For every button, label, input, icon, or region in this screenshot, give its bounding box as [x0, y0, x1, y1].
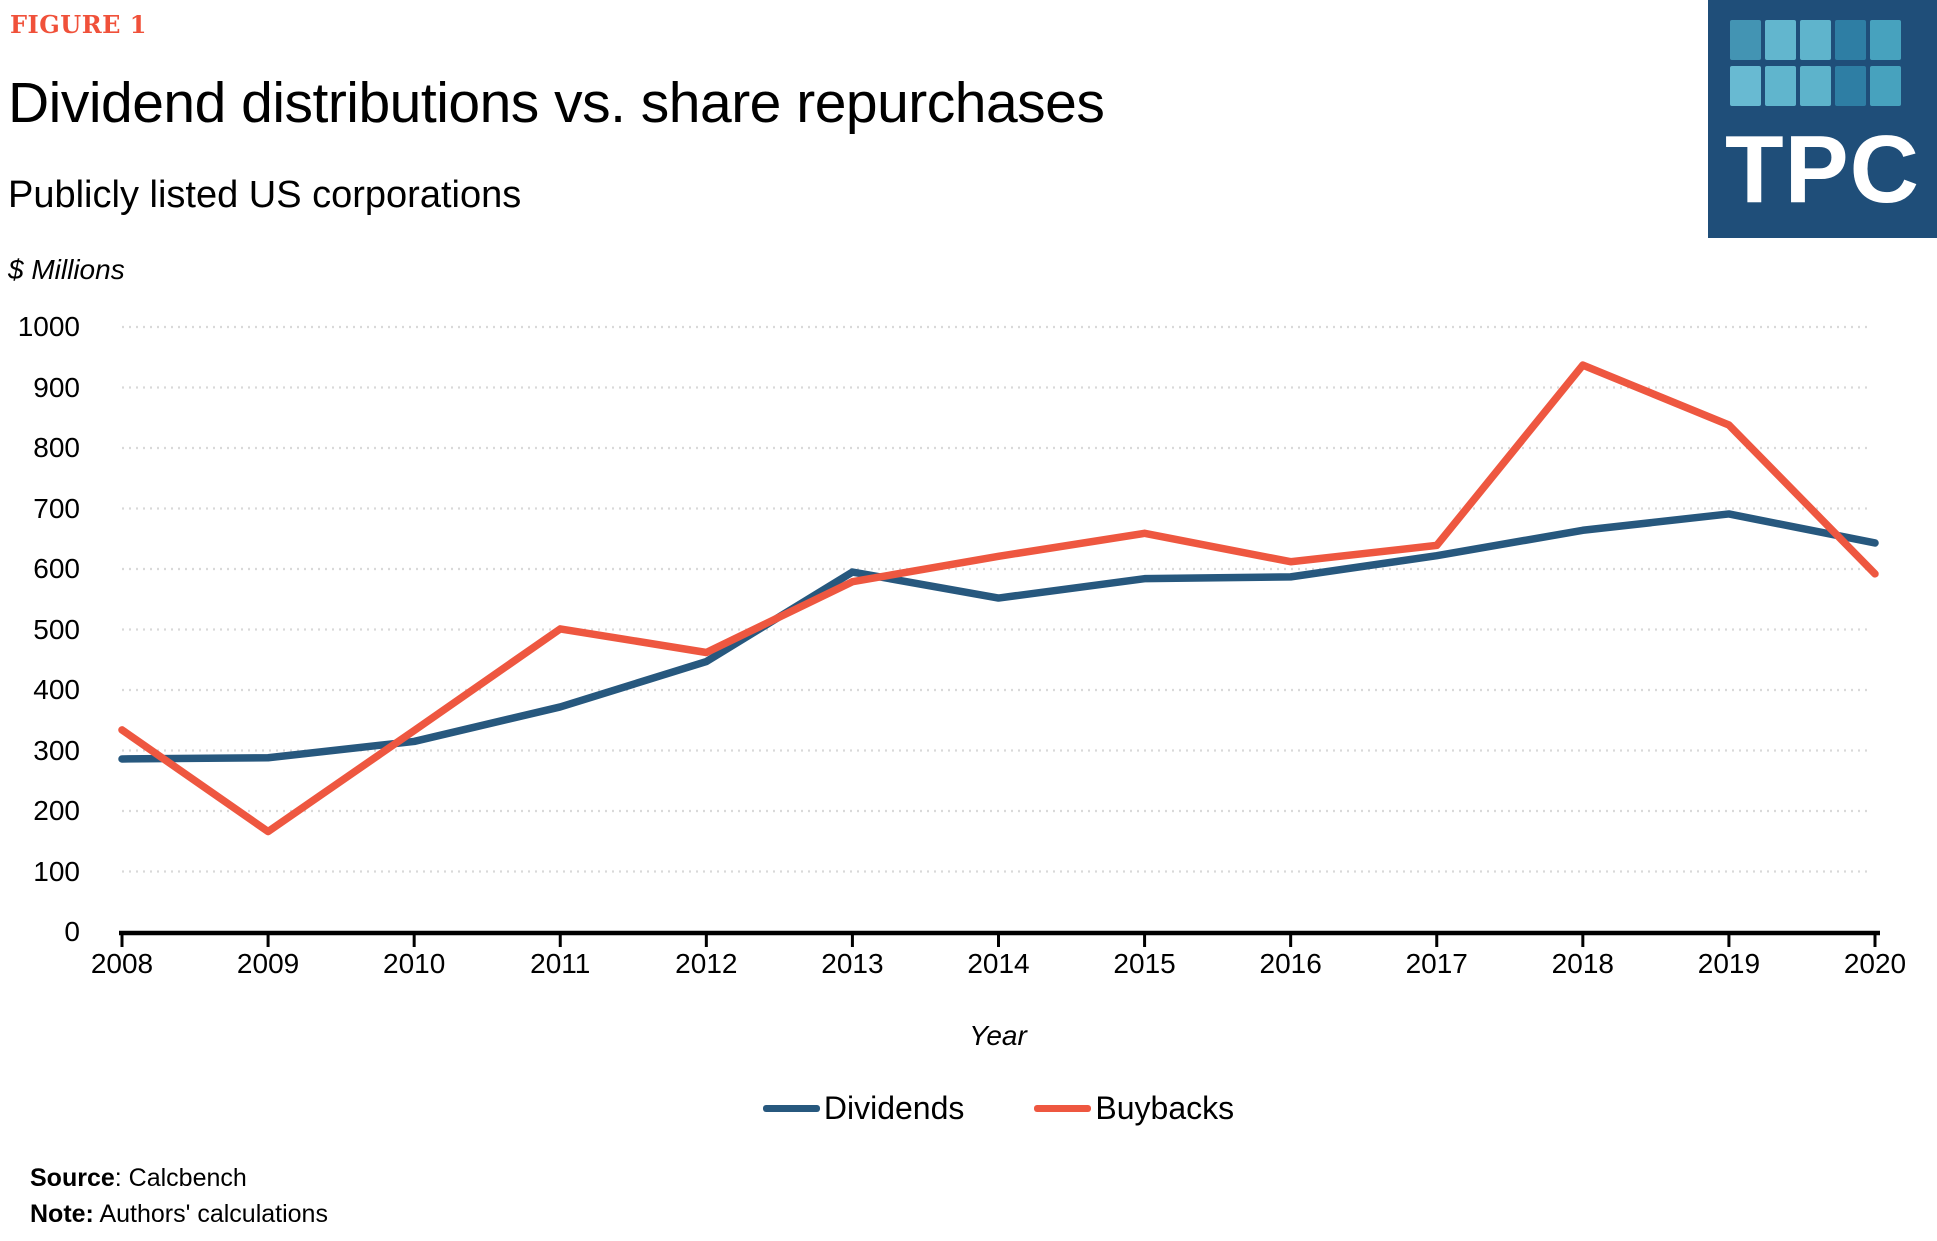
logo-square: [1835, 66, 1866, 106]
x-tick-label: 2018: [1551, 948, 1614, 979]
dividends-line-swatch-icon: [762, 1104, 820, 1112]
logo-square: [1870, 20, 1901, 60]
x-tick-label: 2010: [383, 948, 446, 979]
logo-square: [1870, 66, 1901, 106]
x-tick-label: 2011: [530, 948, 591, 979]
legend-label-buybacks: Buybacks: [1095, 1089, 1235, 1126]
logo-square: [1800, 66, 1831, 106]
y-tick-label: 600: [33, 553, 80, 584]
y-tick-label: 300: [33, 734, 80, 766]
y-tick-label: 800: [33, 432, 80, 463]
logo-square: [1835, 20, 1866, 60]
y-axis-units-label: $ Millions: [8, 254, 125, 285]
logo-square: [1800, 20, 1831, 60]
legend-item-buybacks: Buybacks: [1034, 1090, 1234, 1127]
y-tick-label: 700: [33, 492, 80, 524]
y-tick-label: 1000: [17, 311, 80, 342]
y-tick-label: 0: [64, 916, 80, 947]
note-line: Note: Authors' calculations: [30, 1200, 328, 1228]
chart-legend: Dividends Buybacks: [122, 1088, 1875, 1128]
legend-item-dividends: Dividends: [762, 1089, 965, 1127]
y-tick-label: 400: [33, 674, 80, 705]
tpc-logo: TPC: [1708, 0, 1937, 238]
logo-square: [1765, 20, 1796, 60]
x-tick-label: 2008: [90, 948, 154, 979]
x-tick-label: 2014: [967, 948, 1030, 979]
y-tick-label: 100: [33, 855, 80, 887]
x-tick-label: 2020: [1843, 948, 1907, 979]
page-title: Dividend distributions vs. share repurch…: [8, 71, 1105, 135]
logo-square: [1730, 20, 1761, 60]
source-line: Source: Calcbench: [30, 1164, 247, 1192]
x-tick-label: 2012: [675, 948, 738, 979]
x-axis-title: Year: [969, 1020, 1027, 1051]
y-tick-label: 500: [33, 613, 80, 645]
figure-label: FIGURE 1: [10, 10, 147, 39]
buybacks-line: [118, 361, 1879, 836]
buybacks-line-swatch-icon: [1034, 1104, 1092, 1112]
dividends-line: [118, 510, 1879, 763]
x-tick-label: 2019: [1697, 948, 1761, 979]
logo-square: [1730, 66, 1761, 106]
page-subtitle: Publicly listed US corporations: [8, 174, 522, 216]
legend-label-dividends: Dividends: [823, 1089, 965, 1126]
y-tick-label: 200: [33, 795, 80, 826]
logo-text: TPC: [1725, 116, 1920, 223]
y-tick-label: 900: [33, 371, 80, 403]
x-tick-label: 2017: [1405, 948, 1468, 979]
logo-square: [1765, 66, 1796, 106]
footer-notes: Source: Calcbench Note: Authors' calcula…: [30, 1160, 328, 1232]
x-tick-label: 2013: [821, 948, 884, 979]
x-tick-label: 2009: [236, 948, 300, 979]
x-tick-label: 2016: [1259, 948, 1322, 979]
logo-squares-grid: [1730, 20, 1915, 110]
x-tick-label: 2015: [1113, 948, 1176, 979]
